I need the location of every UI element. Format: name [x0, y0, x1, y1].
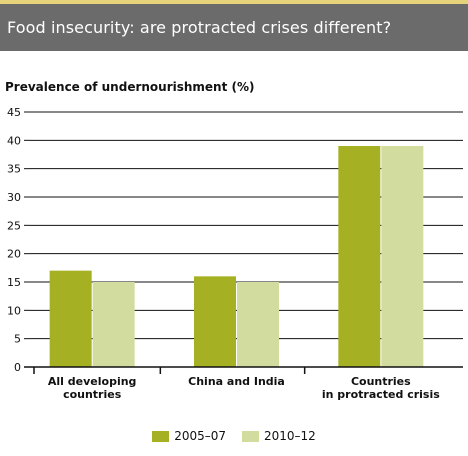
legend-label-2010: 2010–12 [264, 429, 316, 443]
y-tick-label-15: 15 [7, 276, 21, 289]
bar-2-1 [381, 146, 424, 367]
y-tick-label-0: 0 [14, 361, 21, 374]
y-tick-label-30: 30 [7, 191, 21, 204]
bar-0-0 [49, 270, 92, 367]
bar-2-0 [338, 146, 381, 367]
legend-label-2005: 2005–07 [174, 429, 226, 443]
y-tick-label-25: 25 [7, 219, 21, 232]
x-tick-label-1-0: China and India [188, 375, 285, 388]
chart-title: Food insecurity: are protracted crises d… [7, 18, 392, 37]
legend-item-2005: 2005–07 [152, 429, 226, 443]
y-tick-label-5: 5 [14, 333, 21, 346]
y-tick-label-20: 20 [7, 248, 21, 261]
legend-swatch-2005 [152, 430, 170, 442]
x-tick-label-0-0: All developing [48, 375, 137, 388]
legend-item-2010: 2010–12 [242, 429, 316, 443]
bar-1-1 [237, 282, 279, 367]
y-tick-label-10: 10 [7, 304, 21, 317]
y-axis-label: Prevalence of undernourishment (%) [5, 80, 255, 94]
header-bar: Food insecurity: are protracted crises d… [0, 4, 468, 51]
x-tick-label-2-1: in protracted crisis [322, 388, 440, 401]
y-tick-label-35: 35 [7, 163, 21, 176]
legend-swatch-2010 [242, 430, 259, 442]
legend: 2005–07 2010–12 [0, 429, 468, 443]
top-accent-strip [0, 0, 468, 4]
x-tick-label-0-1: countries [63, 388, 122, 401]
x-tick-label-2-0: Countries [351, 375, 411, 388]
y-tick-label-45: 45 [7, 106, 21, 119]
y-tick-label-40: 40 [7, 134, 21, 147]
bar-0-1 [92, 282, 135, 367]
bar-1-0 [194, 276, 236, 367]
